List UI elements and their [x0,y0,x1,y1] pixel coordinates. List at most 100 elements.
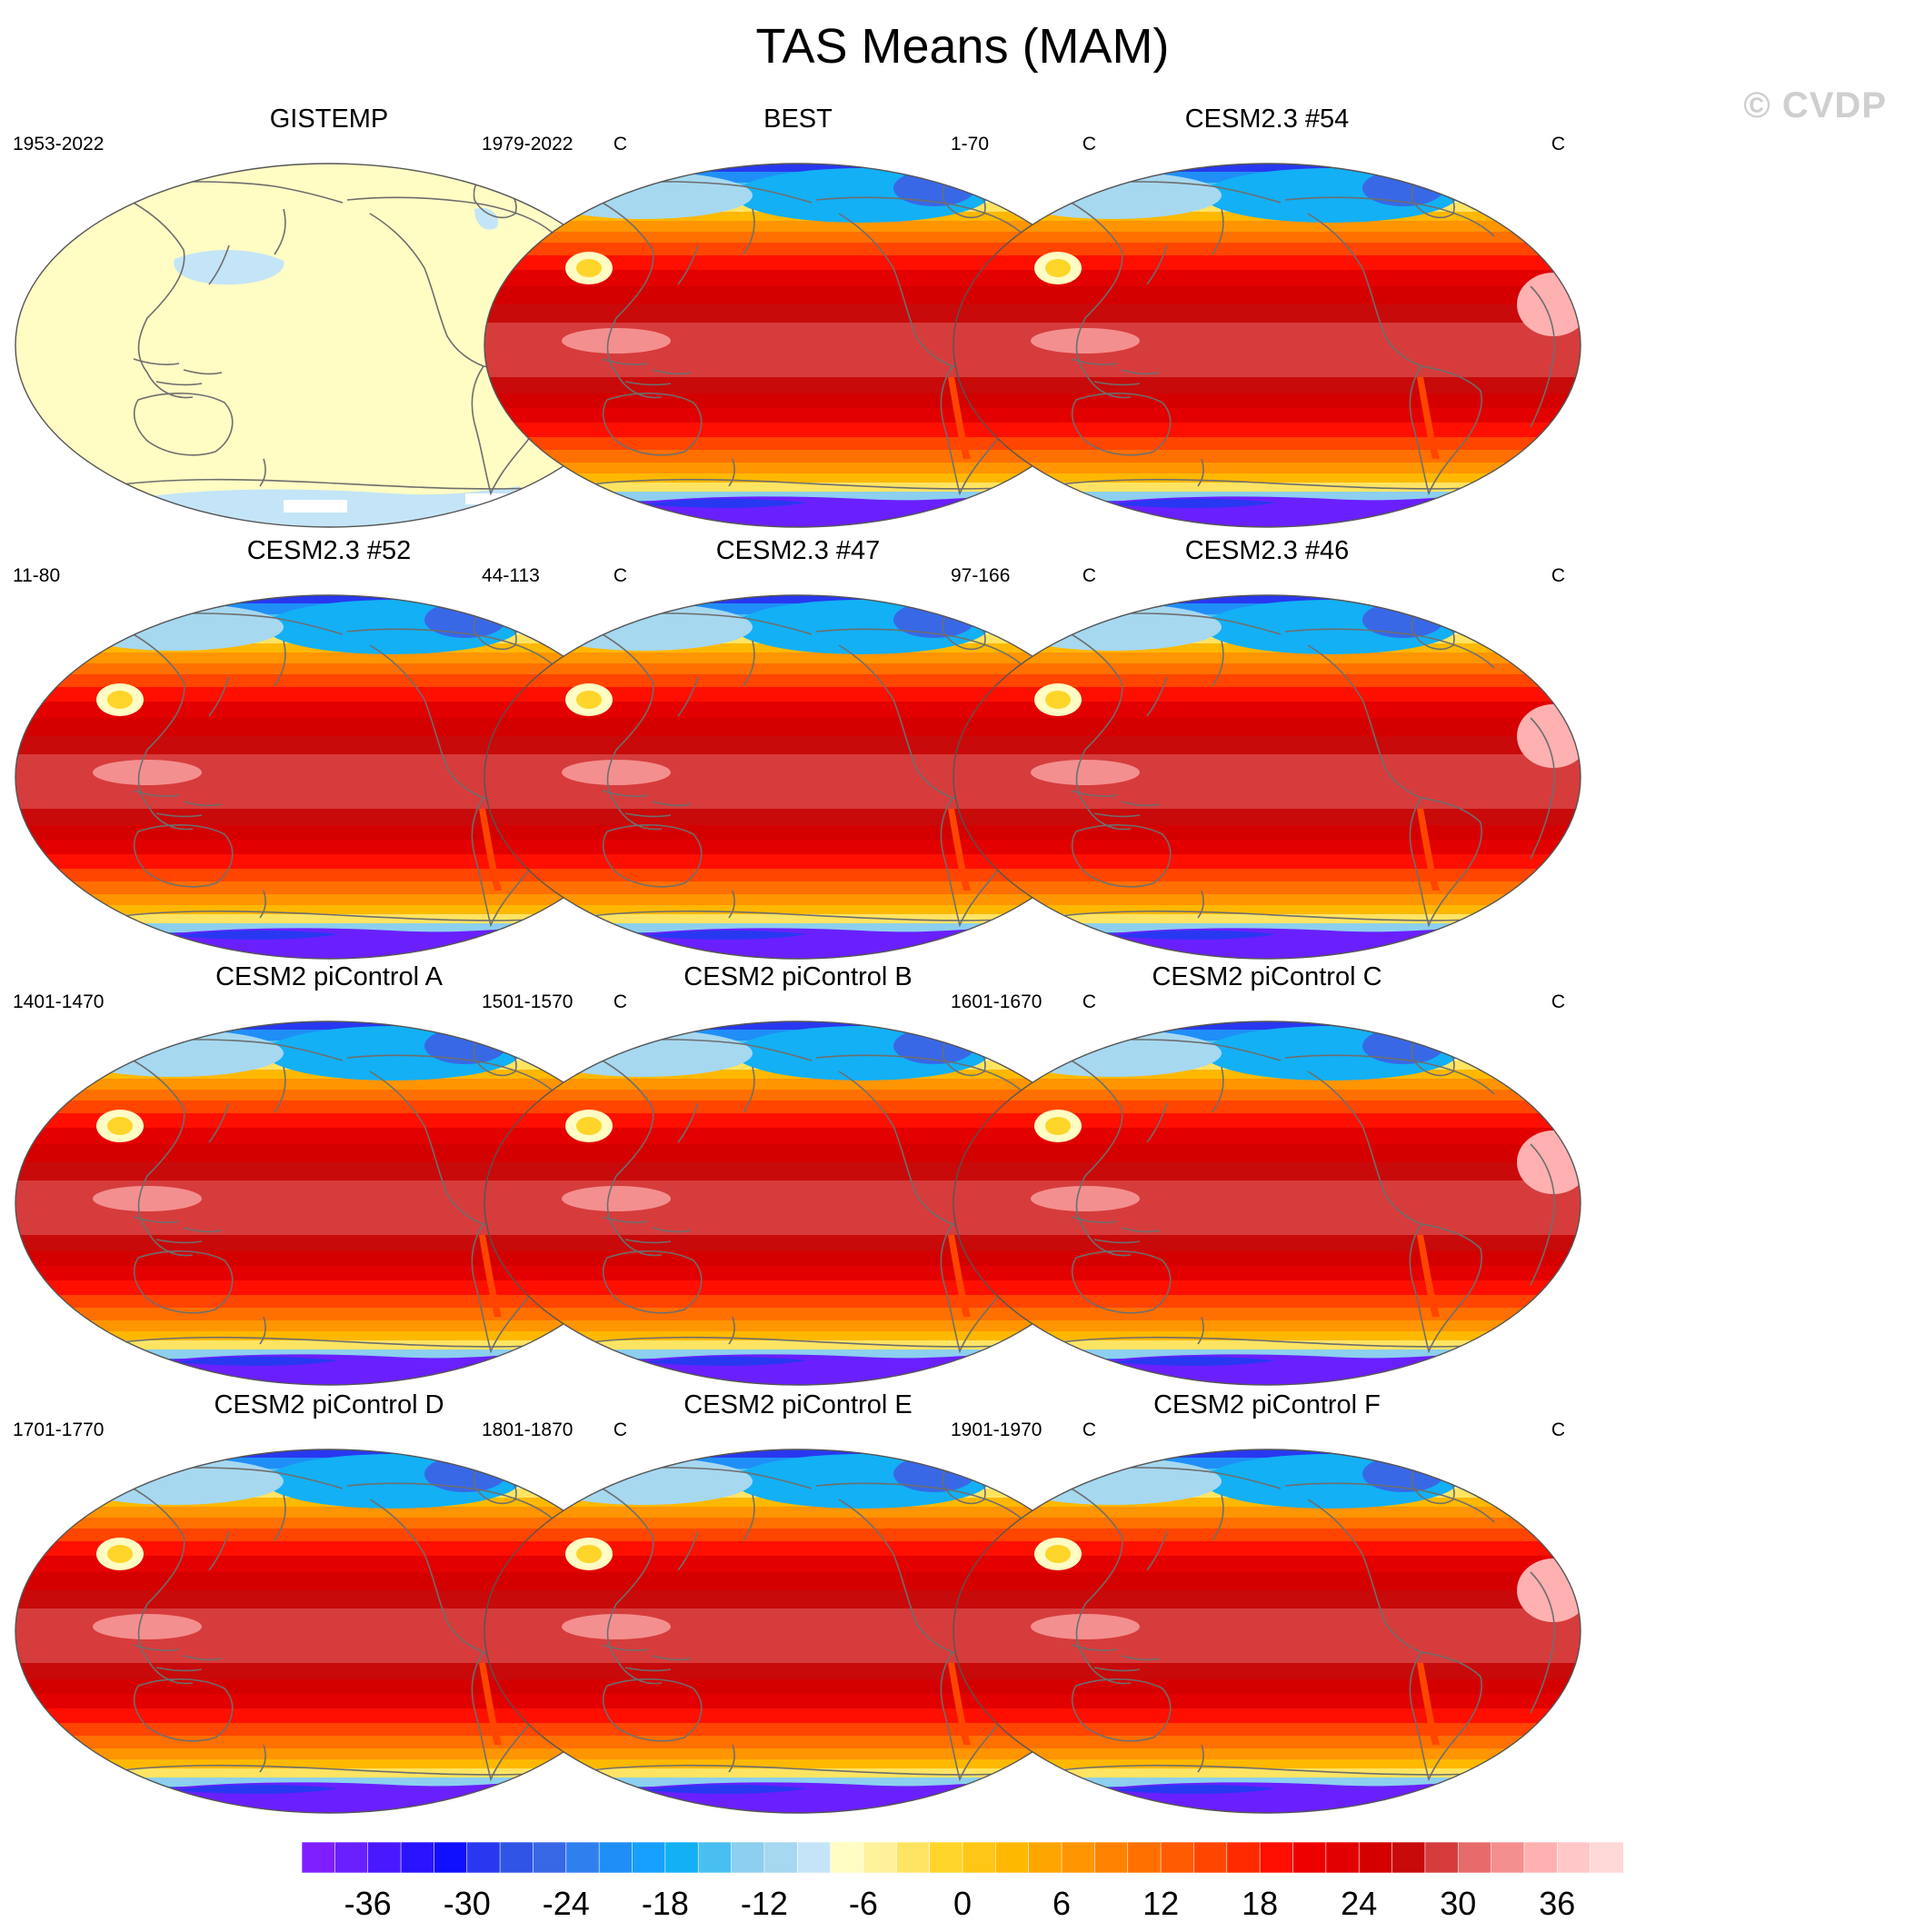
colorbar-swatch [895,1842,931,1874]
map-panel: CESM2.3 #52 11-80 C [11,536,647,963]
map-border [953,1021,1581,1386]
map-projection [15,594,643,960]
colorbar-tick-label: -18 [642,1885,689,1922]
map-border [953,163,1581,528]
panel-title: CESM2.3 #52 [246,536,412,565]
map-panel: CESM2 piControl D 1701-1770 C [11,1390,647,1817]
colorbar-swatch [1160,1842,1195,1874]
colorbar-tick-label: -6 [849,1885,878,1922]
colorbar-swatch [1094,1842,1129,1874]
colorbar-swatch [1226,1842,1261,1874]
page-title: TAS Means (MAM) [755,19,1170,74]
panel-title: CESM2 piControl E [683,1390,913,1419]
panel-title: CESM2 piControl D [214,1390,444,1419]
panel-period: 1901-1970 [951,1419,1042,1440]
colorbar-swatch [664,1842,700,1874]
map-projection [15,1021,643,1386]
colorbar-swatch [565,1842,600,1874]
map-panel: CESM2.3 #46 97-166 C [949,536,1585,963]
map-projection [953,1021,1581,1386]
panel-units: C [1082,134,1096,154]
colorbar-swatch [1127,1842,1162,1874]
cvdp-watermark: © CVDP [1743,85,1887,125]
map-panel: CESM2 piControl B 1501-1570 C [480,962,1116,1389]
colorbar-swatch [632,1842,666,1874]
colorbar-swatch [830,1842,864,1874]
colorbar-swatch [302,1842,336,1874]
panel-period: 11-80 [13,565,61,586]
panel-title: CESM2 piControl F [1153,1390,1381,1419]
colorbar-swatch [962,1842,997,1874]
panel-period: 1979-2022 [482,134,574,154]
colorbar-swatch [598,1842,633,1874]
map-panel: CESM2.3 #47 44-113 C [480,536,1116,963]
panel-period: 1501-1570 [482,991,574,1012]
colorbar-swatch [1424,1842,1460,1874]
colorbar-swatch [731,1842,765,1874]
colorbar-swatch [763,1842,799,1874]
map-panel: CESM2 piControl A 1401-1470 C [11,962,647,1389]
colorbar-tick-label: -36 [344,1885,392,1922]
panel-title: CESM2 piControl C [1152,962,1382,991]
map-projection [953,163,1581,528]
colorbar-tick-label: -12 [741,1885,788,1922]
colorbar-swatch [1457,1842,1492,1874]
colorbar-swatch [1391,1842,1426,1874]
panel-title: GISTEMP [269,105,389,134]
colorbar: -36 -30 -24 -18 -12 -6 0 6 12 18 24 30 36 [302,1842,1623,1922]
map-projection [953,1449,1581,1814]
panel-period: 1953-2022 [13,134,105,154]
panel-title: CESM2 piControl A [215,962,443,991]
panel-units: C [1082,1419,1096,1440]
panel-units: C [1551,565,1565,586]
colorbar-tick-label: 18 [1242,1885,1278,1922]
colorbar-swatch [434,1842,468,1874]
colorbar-swatch [367,1842,402,1874]
colorbar-swatch [499,1842,534,1874]
colorbar-tick-label: -30 [444,1885,491,1922]
colorbar-swatch [1259,1842,1294,1874]
colorbar-swatch [334,1842,369,1874]
colorbar-swatch [697,1842,733,1874]
panel-period: 97-166 [951,565,1011,586]
panel-units: C [1082,565,1096,586]
colorbar-tick-label: 0 [953,1885,972,1922]
colorbar-tick-label: 12 [1142,1885,1179,1922]
colorbar-swatch [1590,1842,1623,1874]
map-projection [484,594,1112,960]
colorbar-swatch [1491,1842,1525,1874]
colorbar-swatch [466,1842,501,1874]
colorbar-swatch [796,1842,832,1874]
colorbar-swatch [1292,1842,1327,1874]
colorbar-swatch [1358,1842,1393,1874]
map-projection [484,1021,1112,1386]
panel-period: 1-70 [951,134,990,154]
colorbar-swatch [863,1842,898,1874]
panel-period: 1601-1670 [951,991,1042,1012]
map-border [953,594,1581,960]
panel-units: C [1551,1419,1565,1440]
panel-units: C [613,134,627,154]
colorbar-swatch [533,1842,567,1874]
colorbar-swatch [1193,1842,1228,1874]
colorbar-tick-label: 24 [1341,1885,1377,1922]
panel-period: 1801-1870 [482,1419,574,1440]
panel-title: CESM2.3 #46 [1184,536,1350,565]
colorbar-swatch [1557,1842,1591,1874]
colorbar-tick-label: -24 [543,1885,590,1922]
panel-title: CESM2.3 #54 [1184,105,1350,134]
colorbar-swatch [995,1842,1030,1874]
panel-units: C [1551,991,1565,1012]
colorbar-swatch [1061,1842,1096,1874]
map-border [953,1449,1581,1814]
panel-title: CESM2.3 #47 [715,536,881,565]
colorbar-tick-label: 30 [1440,1885,1476,1922]
panel-units: C [613,1419,627,1440]
colorbar-swatch [1325,1842,1360,1874]
panel-period: 1701-1770 [13,1419,105,1440]
panel-units: C [613,565,627,586]
colorbar-swatch [1523,1842,1559,1874]
colorbar-tick-label: 36 [1539,1885,1575,1922]
map-panel: CESM2 piControl F 1901-1970 C [949,1390,1585,1817]
colorbar-swatch [400,1842,435,1874]
